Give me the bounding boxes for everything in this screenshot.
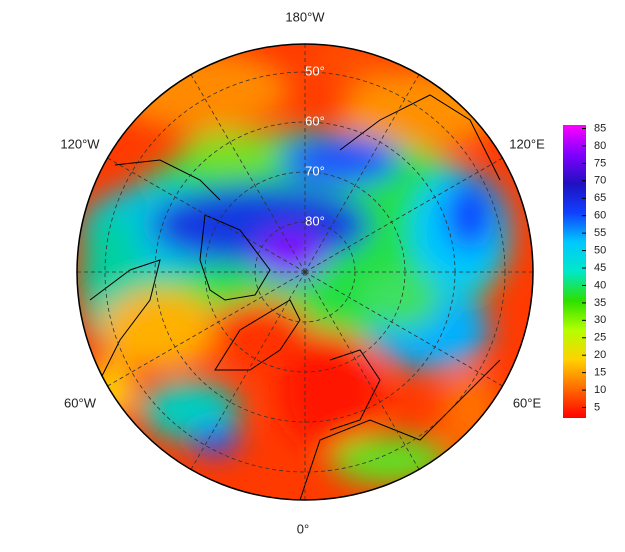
meridian — [304, 271, 420, 470]
meridian — [304, 74, 420, 273]
meridian — [304, 157, 503, 273]
colorbar-tick-label: 30 — [594, 314, 606, 326]
colorbar-tick-label: 65 — [594, 192, 606, 204]
colorbar-tick-label: 40 — [594, 279, 606, 291]
lon-label: 120°W — [60, 136, 100, 151]
lon-label: 180°W — [285, 9, 325, 24]
colorbar-tick-label: 20 — [594, 349, 606, 361]
meridian — [107, 157, 306, 273]
colorbar-tick-label: 45 — [594, 262, 606, 274]
meridian — [190, 271, 306, 470]
graticule — [77, 44, 533, 500]
colorbar-tick-label: 50 — [594, 244, 606, 256]
colorbar-tick-label: 55 — [594, 227, 606, 239]
lat-label: 80° — [305, 213, 325, 228]
colorbar-tick-label: 35 — [594, 297, 606, 309]
lat-label: 70° — [305, 163, 325, 178]
colorbar-tick-label: 60 — [594, 210, 606, 222]
lon-label: 60°E — [513, 395, 542, 410]
lon-label: 0° — [297, 521, 309, 536]
colorbar-tick-label: 70 — [594, 175, 606, 187]
map-border — [76, 43, 534, 501]
coastlines — [89, 94, 501, 500]
meridian — [190, 74, 306, 273]
meridian — [107, 271, 306, 387]
lon-label: 120°E — [509, 136, 545, 151]
colorbar-tick-label: 25 — [594, 332, 606, 344]
lat-label: 50° — [305, 63, 325, 78]
meridian — [304, 271, 503, 387]
lat-label: 60° — [305, 113, 325, 128]
colorbar-tick-label: 85 — [594, 122, 606, 134]
colorbar-tick-label: 10 — [594, 384, 606, 396]
data-field — [77, 44, 533, 500]
colorbar-tick-label: 15 — [594, 367, 606, 379]
colorbar-tick-label: 5 — [594, 401, 600, 413]
colorbar-tick-label: 80 — [594, 140, 606, 152]
lon-label: 60°W — [64, 395, 97, 410]
colorbar-tick-label: 75 — [594, 157, 606, 169]
colorbar — [563, 125, 586, 418]
